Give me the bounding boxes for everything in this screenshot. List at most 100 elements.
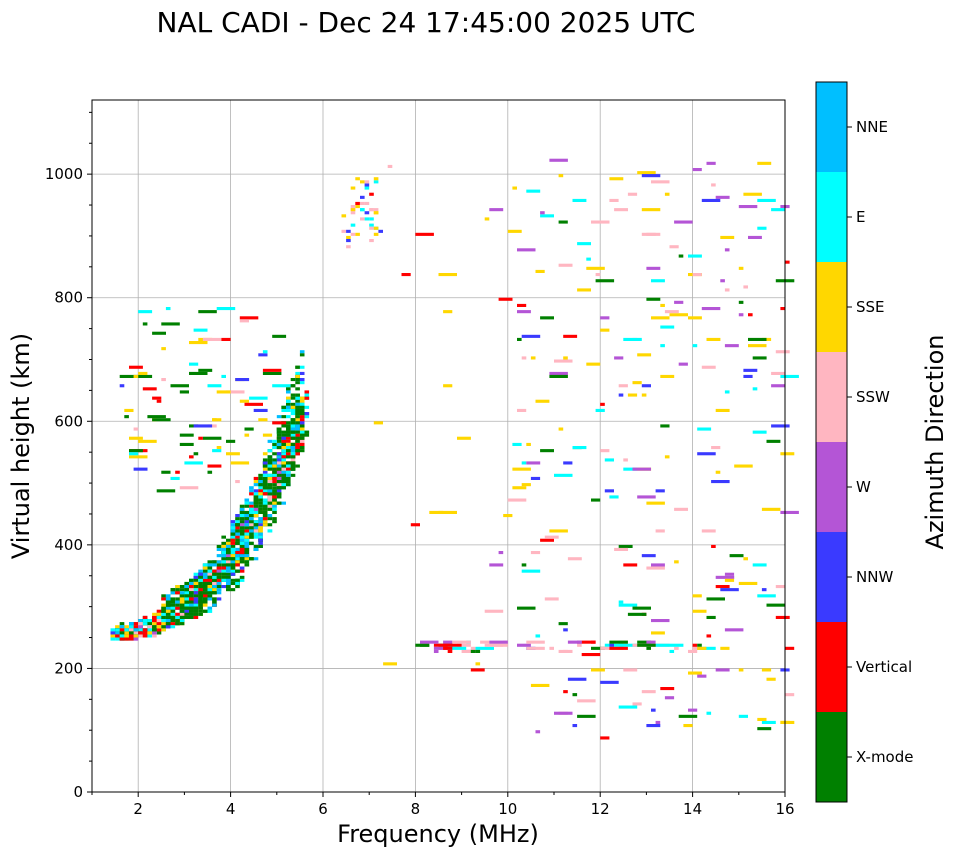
data-point: [720, 279, 725, 283]
data-point: [212, 603, 217, 607]
data-point: [678, 714, 698, 718]
data-point: [165, 609, 171, 613]
data-point: [142, 634, 148, 638]
data-point: [558, 622, 568, 626]
data-point: [230, 566, 236, 570]
data-point: [119, 637, 125, 641]
data-point: [281, 405, 286, 409]
data-point: [202, 585, 208, 589]
data-point: [235, 378, 250, 382]
data-point: [244, 535, 250, 539]
data-point: [189, 581, 194, 585]
data-point: [609, 640, 628, 644]
data-point: [138, 625, 143, 629]
data-point: [715, 585, 730, 589]
data-point: [433, 646, 448, 650]
data-point: [350, 223, 356, 227]
data-point: [198, 581, 203, 585]
data-point: [341, 229, 347, 233]
data-point: [369, 226, 374, 230]
data-point: [286, 470, 291, 474]
data-point: [369, 239, 374, 243]
data-point: [226, 585, 231, 589]
data-point: [193, 588, 199, 592]
data-point: [304, 390, 310, 394]
data-point: [785, 693, 795, 697]
data-point: [299, 381, 305, 385]
data-point: [124, 415, 129, 419]
data-point: [198, 310, 217, 314]
data-point: [258, 495, 263, 499]
data-point: [212, 572, 217, 576]
data-point: [577, 242, 591, 246]
data-point: [457, 436, 471, 440]
data-point: [415, 643, 430, 647]
data-point: [563, 461, 573, 465]
data-point: [216, 547, 222, 551]
data-point: [253, 510, 259, 514]
data-point: [581, 653, 601, 657]
data-point: [193, 452, 199, 456]
data-point: [216, 566, 222, 570]
data-point: [267, 439, 273, 443]
data-point: [198, 585, 203, 589]
data-point: [692, 594, 702, 598]
data-point: [664, 455, 670, 459]
data-point: [369, 223, 374, 227]
data-point: [457, 643, 471, 647]
data-point: [614, 208, 628, 212]
data-point: [272, 492, 277, 496]
data-point: [724, 248, 730, 252]
data-point: [202, 578, 208, 582]
data-point: [124, 637, 129, 641]
data-point: [212, 578, 217, 582]
data-point: [226, 439, 236, 443]
data-point: [276, 464, 282, 468]
data-point: [577, 643, 582, 647]
data-point: [674, 646, 679, 650]
data-point: [295, 427, 300, 431]
data-point: [212, 575, 217, 579]
data-point: [184, 594, 189, 598]
data-point: [262, 507, 268, 511]
data-point: [290, 427, 296, 431]
data-point: [711, 544, 716, 548]
data-point: [226, 544, 231, 548]
data-point: [216, 591, 222, 595]
data-point: [276, 455, 282, 459]
colorbar: X-mode Vertical NNW W SSW SSE E NNE: [815, 81, 913, 803]
data-point: [429, 510, 444, 514]
data-point: [235, 538, 240, 542]
data-point: [216, 544, 222, 548]
data-point: [239, 520, 245, 524]
data-point: [198, 600, 203, 604]
data-point: [212, 563, 217, 567]
data-point: [600, 402, 605, 406]
data-point: [295, 439, 300, 443]
data-point: [651, 279, 665, 283]
data-point: [216, 572, 222, 576]
data-point: [738, 313, 744, 317]
data-point: [757, 198, 776, 202]
data-point: [147, 619, 152, 623]
data-point: [226, 541, 231, 545]
data-point: [239, 523, 245, 527]
data-point: [674, 507, 688, 511]
data-point: [124, 634, 129, 638]
data-point: [119, 622, 125, 626]
data-point: [281, 455, 286, 459]
data-point: [244, 514, 250, 518]
data-point: [410, 523, 420, 527]
data-point: [193, 615, 199, 619]
data-point: [198, 609, 203, 613]
data-point: [165, 307, 171, 311]
data-point: [216, 563, 222, 567]
data-point: [202, 581, 208, 585]
data-point: [258, 473, 263, 477]
data-point: [286, 408, 291, 412]
data-point: [272, 473, 277, 477]
data-point: [286, 384, 291, 388]
data-point: [757, 727, 772, 731]
data-point: [286, 402, 291, 406]
y-tick-label: 0: [73, 783, 83, 801]
